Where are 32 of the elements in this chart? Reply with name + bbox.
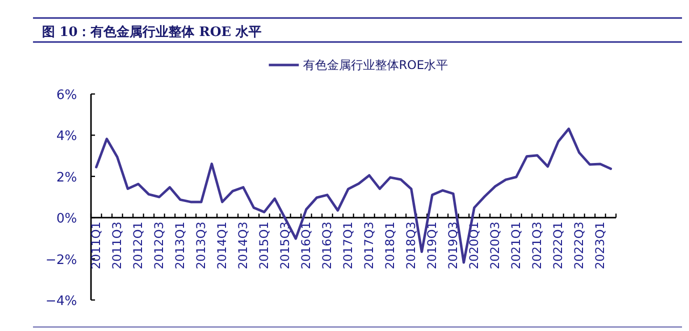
x-tick-label: 2019Q3 xyxy=(446,222,460,270)
x-tick-label: 2023Q1 xyxy=(593,222,608,270)
chart-title: 图 10：有色金属行业整体 ROE 水平 xyxy=(42,25,262,40)
x-tick-label: 2022Q1 xyxy=(551,222,566,270)
y-tick-label: 0% xyxy=(56,212,77,227)
y-tick-label: 6% xyxy=(56,88,77,103)
x-tick-label: 2017Q1 xyxy=(341,222,356,270)
x-tick-label: 2021Q1 xyxy=(509,222,524,270)
x-tick-label: 2012Q3 xyxy=(152,222,166,270)
x-tick-label: 2016Q3 xyxy=(320,222,334,270)
x-tick-label: 2013Q3 xyxy=(194,222,208,270)
x-tick-label: 2016Q1 xyxy=(299,222,314,270)
x-tick-label: 2012Q1 xyxy=(131,222,146,270)
x-tick-label: 2018Q3 xyxy=(404,222,418,270)
x-tick-label: 2014Q1 xyxy=(215,222,230,270)
x-tick-label: 2011Q3 xyxy=(110,222,124,270)
x-tick-label: 2021Q3 xyxy=(530,222,544,270)
y-tick-label: −4% xyxy=(45,294,77,309)
x-tick-label: 2013Q1 xyxy=(173,222,188,270)
y-tick-label: 4% xyxy=(56,129,77,144)
x-tick-label: 2017Q3 xyxy=(362,222,376,270)
x-tick-label: 2020Q3 xyxy=(488,222,502,270)
legend-label: 有色金属行业整体ROE水平 xyxy=(302,58,448,72)
x-tick-label: 2015Q3 xyxy=(278,222,292,270)
y-tick-label: −2% xyxy=(45,252,77,268)
x-tick-label: 2018Q1 xyxy=(383,222,398,270)
x-tick-label: 2011Q1 xyxy=(89,222,104,270)
x-tick-label: 2022Q3 xyxy=(572,222,586,270)
y-tick-label: 2% xyxy=(56,170,77,186)
x-tick-label: 2014Q3 xyxy=(236,222,250,270)
x-tick-label: 2019Q1 xyxy=(425,222,440,270)
x-tick-label: 2015Q1 xyxy=(257,222,272,270)
